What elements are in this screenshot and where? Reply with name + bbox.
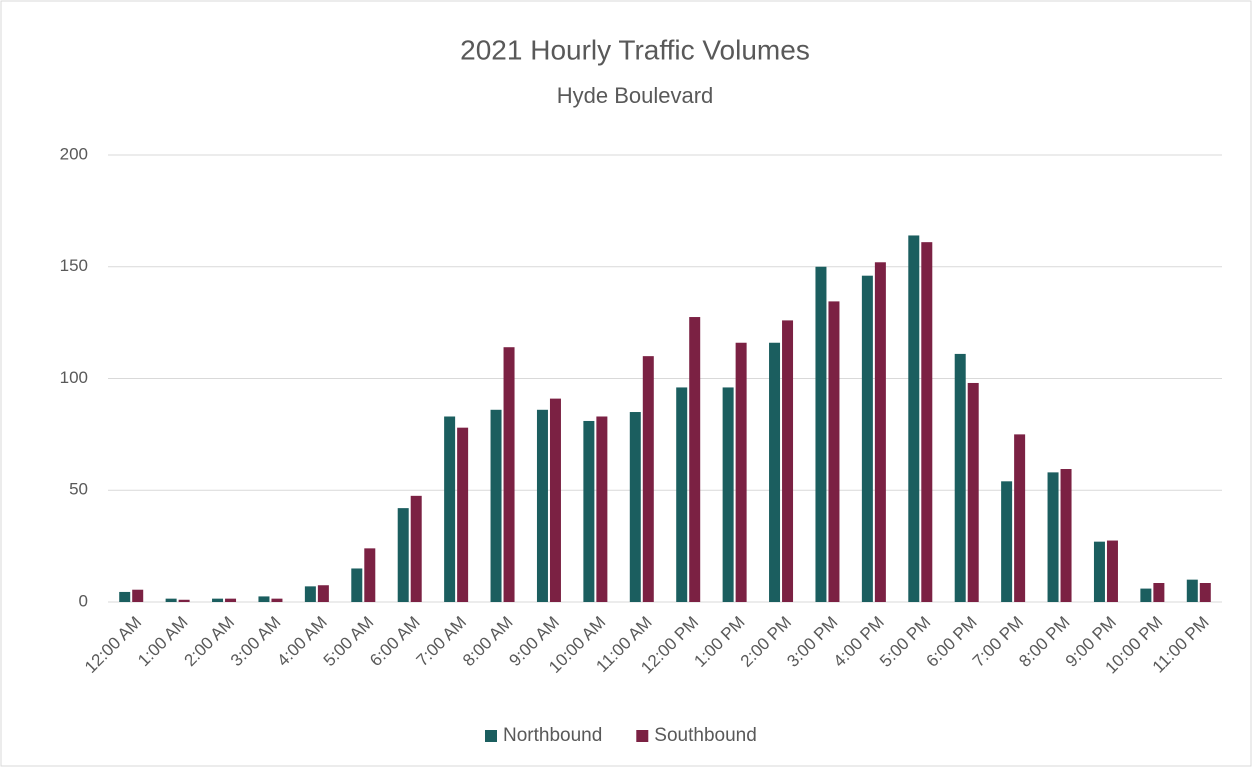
bar	[503, 347, 515, 602]
bar	[1001, 481, 1013, 602]
y-tick-label: 150	[60, 256, 88, 275]
bar	[178, 599, 190, 602]
bar	[722, 387, 734, 602]
bar	[815, 266, 827, 602]
chart-title: 2021 Hourly Traffic Volumes	[460, 34, 810, 65]
bar	[735, 342, 747, 602]
chart-subtitle: Hyde Boulevard	[557, 83, 714, 108]
bar	[304, 586, 316, 602]
bar	[1106, 540, 1118, 602]
bar	[689, 317, 701, 602]
bar	[397, 508, 409, 602]
bar	[271, 598, 283, 602]
bar	[828, 301, 840, 602]
bar	[351, 568, 363, 602]
bar	[769, 342, 781, 602]
bar	[583, 420, 595, 602]
bar	[954, 353, 966, 602]
y-tick-label: 100	[60, 368, 88, 387]
bar	[1093, 541, 1105, 602]
bar	[444, 416, 456, 602]
bar	[921, 242, 933, 603]
bar	[1047, 472, 1059, 602]
y-tick-label: 50	[69, 480, 88, 499]
bar	[782, 320, 794, 602]
bar	[874, 262, 886, 602]
bar	[1186, 579, 1198, 602]
legend-label: Southbound	[654, 725, 757, 746]
bar	[642, 356, 654, 602]
bar	[596, 416, 608, 602]
bar	[225, 598, 237, 602]
y-tick-label: 200	[60, 144, 88, 163]
bar	[1014, 434, 1026, 602]
bar	[1199, 583, 1211, 602]
bar	[1153, 583, 1165, 602]
bar	[119, 591, 131, 602]
legend-swatch	[485, 730, 497, 742]
bar	[132, 589, 144, 602]
bar	[549, 398, 561, 602]
y-tick-label: 0	[79, 591, 88, 610]
bar	[1060, 469, 1072, 602]
bar	[212, 598, 224, 602]
bar	[536, 409, 548, 602]
bar	[1140, 588, 1152, 602]
bar	[410, 495, 422, 602]
bar	[967, 382, 979, 602]
bar	[629, 412, 641, 602]
bar	[861, 275, 873, 602]
bar	[457, 427, 469, 602]
legend-label: Northbound	[503, 725, 602, 746]
bar	[490, 409, 502, 602]
bar	[317, 585, 329, 602]
bar	[908, 235, 920, 602]
legend-swatch	[636, 730, 649, 742]
bar	[258, 596, 270, 602]
bar	[165, 598, 177, 602]
bar	[676, 387, 688, 602]
bar	[364, 548, 376, 602]
